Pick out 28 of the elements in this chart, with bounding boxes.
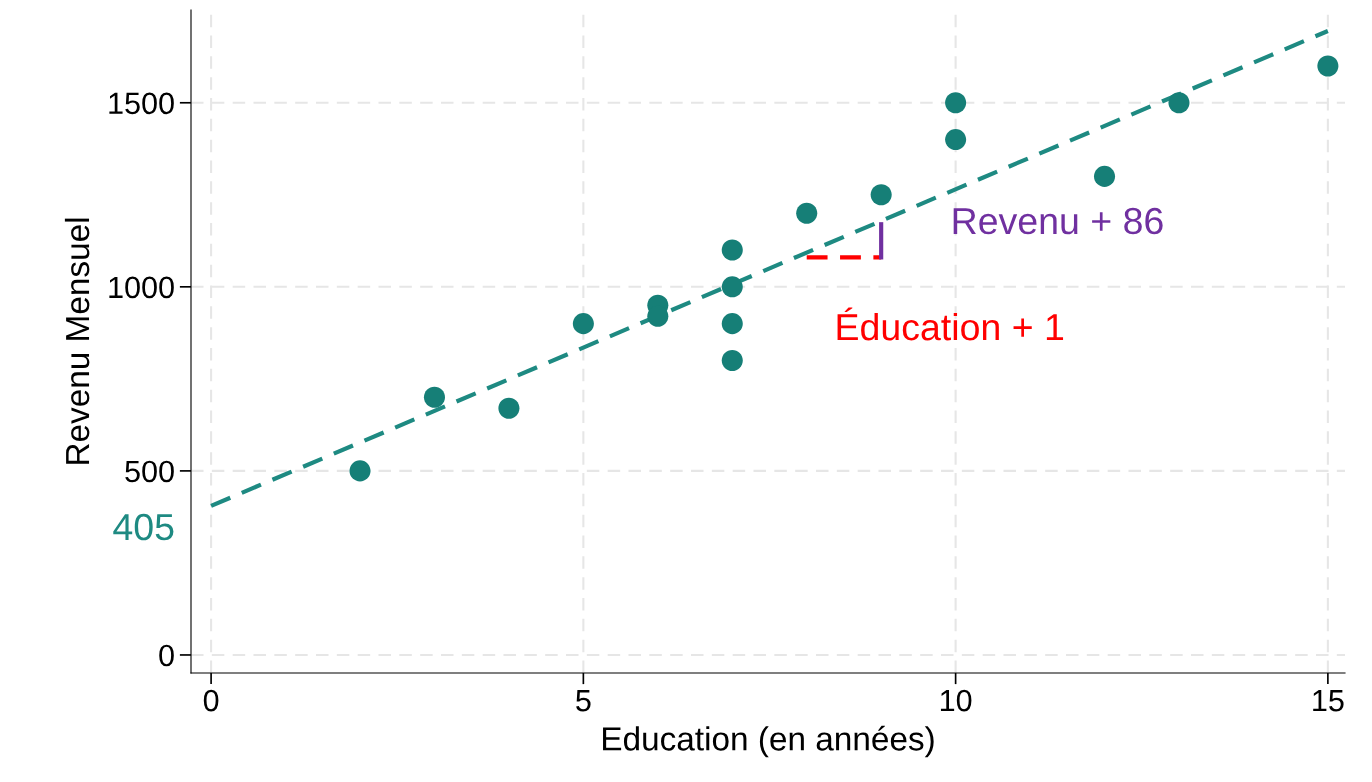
x-tick-label: 0 bbox=[203, 689, 219, 712]
point bbox=[572, 313, 594, 335]
y-tick-label: 0 bbox=[159, 644, 174, 667]
point bbox=[1317, 55, 1339, 77]
annotation: Revenu + 86 bbox=[953, 207, 1163, 235]
point bbox=[721, 349, 743, 371]
point bbox=[721, 313, 743, 335]
point bbox=[498, 397, 520, 419]
point bbox=[945, 129, 967, 151]
x-axis-title: Education (en années) bbox=[603, 725, 934, 758]
y-axis-title: Revenu Mensuel bbox=[64, 218, 90, 464]
point bbox=[423, 386, 445, 408]
y-tick-label: 500 bbox=[125, 460, 174, 483]
annotation: 405 bbox=[113, 513, 174, 541]
x-tick-label: 10 bbox=[940, 689, 972, 712]
point bbox=[796, 202, 818, 224]
annotation: Éducation + 1 bbox=[837, 307, 1064, 341]
point bbox=[870, 184, 892, 206]
x-tick-label: 5 bbox=[576, 690, 591, 712]
point bbox=[721, 276, 743, 298]
point bbox=[1168, 92, 1190, 114]
y-tick-label: 1500 bbox=[109, 92, 174, 115]
point bbox=[721, 239, 743, 261]
point bbox=[945, 92, 967, 114]
point bbox=[1093, 165, 1116, 187]
x-tick-label: 15 bbox=[1313, 690, 1344, 712]
y-tick-label: 1000 bbox=[109, 276, 174, 299]
point bbox=[349, 460, 371, 482]
